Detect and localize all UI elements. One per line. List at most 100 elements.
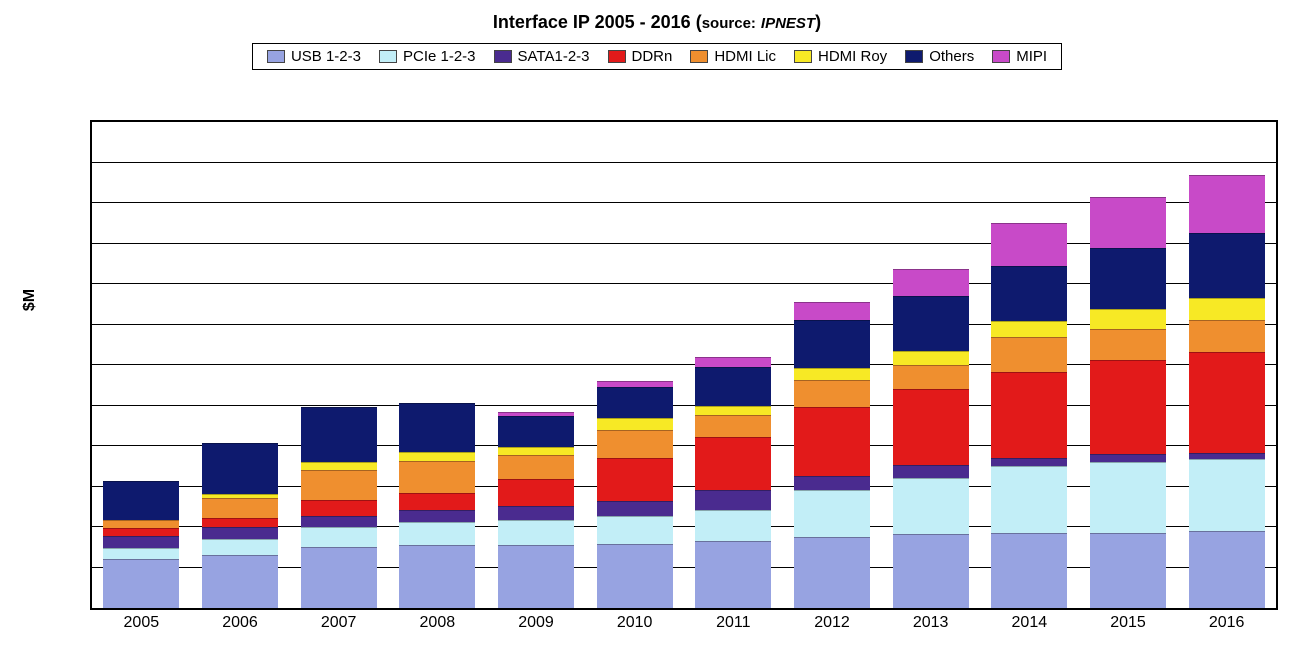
legend-label: Others [929,48,974,65]
bar-segment [794,302,870,319]
legend-label: HDMI Roy [818,48,887,65]
bar-segment [794,476,870,490]
bar-segment [597,544,673,608]
legend-swatch [494,50,512,63]
chart-container: Interface IP 2005 - 2016 (source: IPNEST… [0,0,1314,672]
bar-segment [498,455,574,479]
bar-column [103,481,179,608]
bar-segment [1090,197,1166,248]
bar-segment [301,470,377,500]
bar-segment [202,498,278,518]
bar-segment [202,443,278,494]
bar-segment [991,458,1067,466]
bar-column [202,443,278,608]
legend-item: MIPI [992,48,1047,65]
title-main: Interface IP 2005 - 2016 [493,12,691,32]
bar-segment [1090,360,1166,454]
bar-segment [1189,233,1265,297]
bar-segment [991,372,1067,458]
bar-segment [202,527,278,539]
bar-column [597,381,673,608]
x-axis-label: 2014 [1012,614,1048,632]
legend-item: Others [905,48,974,65]
x-axis-label: 2008 [420,614,456,632]
legend-swatch [608,50,626,63]
bar-segment [991,266,1067,321]
legend-label: MIPI [1016,48,1047,65]
bar-segment [202,555,278,608]
bar-segment [893,465,969,478]
bar-column [695,357,771,608]
bar-segment [498,416,574,447]
bar-segment [893,269,969,296]
bar-column [498,412,574,608]
bar-segment [399,522,475,546]
legend-label: PCIe 1-2-3 [403,48,476,65]
bar-segment [399,461,475,492]
bar-segment [695,490,771,510]
bar-segment [991,337,1067,372]
legend-label: USB 1-2-3 [291,48,361,65]
bar-segment [498,479,574,506]
bar-segment [399,452,475,461]
legend-swatch [379,50,397,63]
bar-segment [399,493,475,510]
bar-segment [597,458,673,501]
bar-segment [794,407,870,476]
bar-segment [301,527,377,547]
bar-segment [498,545,574,608]
bar-segment [1090,533,1166,608]
bar-column [794,302,870,608]
bar-segment [794,380,870,407]
bar-segment [103,528,179,536]
legend-item: DDRn [608,48,673,65]
bar-segment [301,516,377,528]
bar-segment [103,481,179,520]
bar-segment [399,510,475,522]
bar-segment [1090,454,1166,462]
bar-segment [1189,320,1265,353]
bar-segment [991,321,1067,337]
legend-label: HDMI Lic [714,48,776,65]
x-axis-label: 2012 [814,614,850,632]
legend-label: DDRn [632,48,673,65]
bar-segment [893,351,969,365]
bar-segment [695,415,771,437]
bar-segment [1189,352,1265,452]
bar-segment [794,490,870,537]
bar-segment [893,478,969,534]
x-axis-label: 2010 [617,614,653,632]
bar-segment [794,368,870,380]
bar-segment [301,500,377,516]
bar-segment [597,516,673,543]
bar-column [991,223,1067,608]
legend-item: HDMI Lic [690,48,776,65]
bar-segment [1189,298,1265,320]
bar-segment [301,407,377,462]
title-source-label: source: [702,15,756,32]
bar-segment [1189,175,1265,234]
bar-segment [695,541,771,608]
bar-segment [893,365,969,389]
bar-column [1189,175,1265,608]
legend-item: HDMI Roy [794,48,887,65]
bar-segment [103,520,179,528]
bar-column [1090,197,1166,608]
bar-segment [1090,248,1166,309]
bar-segment [794,537,870,608]
x-axis-label: 2006 [222,614,258,632]
bar-column [399,403,475,608]
bar-segment [991,466,1067,533]
bar-segment [498,447,574,455]
plot-area: 2005200620072008200920102011201220132014… [90,120,1278,610]
bar-segment [597,418,673,430]
title-close-paren: ) [815,12,821,32]
bar-segment [893,389,969,466]
bar-segment [498,506,574,520]
bar-segment [695,357,771,366]
legend-item: SATA1-2-3 [494,48,590,65]
bar-segment [695,367,771,406]
bar-segment [1090,329,1166,360]
legend-swatch [794,50,812,63]
bar-segment [301,462,377,470]
